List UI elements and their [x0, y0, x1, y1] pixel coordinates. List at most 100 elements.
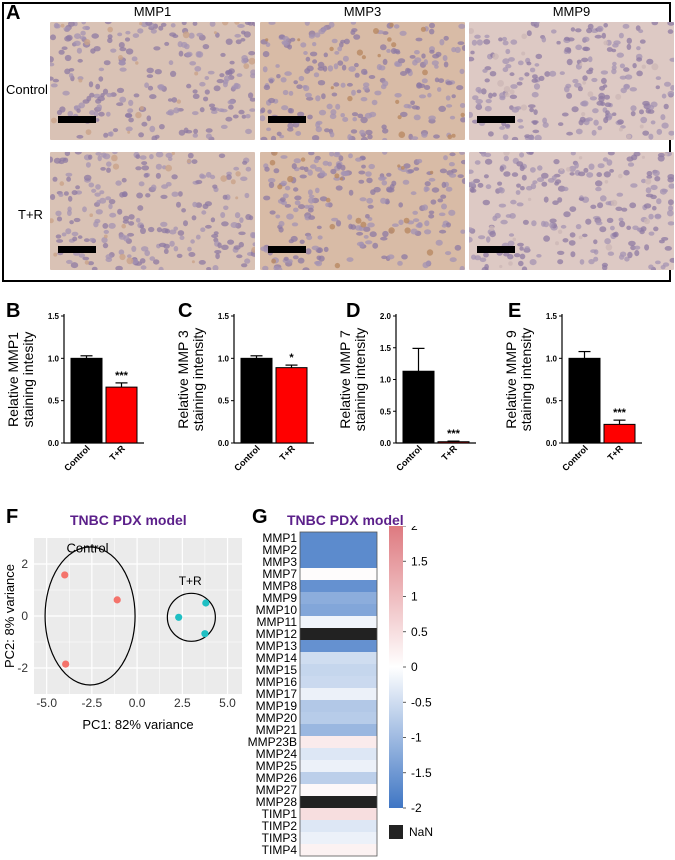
y-tick-label: 0.0 [48, 439, 60, 448]
cell-nucleus [55, 234, 62, 239]
stain-spot [347, 95, 353, 102]
cell-nucleus [553, 159, 560, 165]
cell-nucleus [82, 206, 87, 213]
cell-nucleus [293, 207, 299, 213]
cell-nucleus [127, 232, 135, 237]
cell-nucleus [353, 34, 361, 40]
stain-spot [555, 241, 559, 246]
cell-nucleus [400, 111, 408, 118]
cell-nucleus [330, 109, 337, 116]
cell-nucleus [103, 60, 111, 66]
cell-nucleus [382, 230, 389, 238]
cell-nucleus [122, 215, 130, 221]
cell-nucleus [220, 212, 226, 218]
row-label: TIMP4 [262, 843, 298, 857]
cell-nucleus [530, 167, 536, 173]
row-label: MMP23B [248, 735, 297, 749]
cell-nucleus [411, 136, 419, 140]
cell-nucleus [588, 163, 595, 170]
cell-nucleus [97, 96, 105, 102]
cell-nucleus [270, 135, 277, 140]
cell-nucleus [484, 158, 493, 165]
cell-nucleus [54, 23, 61, 29]
bar [568, 357, 601, 444]
category-label: T+R [278, 443, 298, 463]
cell-nucleus [144, 82, 149, 88]
cell-nucleus [293, 187, 299, 192]
cell-nucleus [510, 84, 518, 89]
cell-nucleus [543, 196, 549, 203]
cell-nucleus [351, 28, 358, 33]
row-label: MMP19 [256, 699, 298, 713]
cell-nucleus [273, 168, 280, 174]
cell-nucleus [224, 75, 231, 82]
cell-nucleus [472, 95, 479, 101]
stain-spot [355, 217, 362, 224]
cell-nucleus [368, 75, 376, 79]
cell-nucleus [307, 169, 313, 176]
stain-spot [235, 196, 239, 200]
cell-nucleus [515, 106, 522, 110]
cell-nucleus [201, 210, 207, 215]
cell-nucleus [622, 23, 630, 29]
cell-nucleus [568, 165, 576, 172]
cell-nucleus [321, 93, 326, 100]
cell-nucleus [579, 259, 585, 265]
cell-nucleus [358, 170, 366, 175]
cell-nucleus [361, 68, 368, 75]
cell-nucleus [588, 259, 595, 265]
cell-nucleus [521, 174, 527, 181]
cell-nucleus [532, 129, 540, 134]
cell-nucleus [280, 197, 286, 202]
cell-nucleus [306, 235, 313, 241]
cell-nucleus [102, 223, 109, 229]
cell-nucleus [127, 108, 134, 113]
cell-nucleus [128, 214, 135, 220]
cell-nucleus [617, 119, 624, 125]
heatmap-cell [300, 556, 377, 568]
cell-nucleus [352, 117, 357, 122]
category-label: T+R [440, 443, 460, 463]
data-point [62, 660, 70, 668]
cell-nucleus [636, 46, 641, 51]
cell-nucleus [278, 227, 284, 233]
cell-nucleus [425, 186, 430, 192]
cell-nucleus [570, 27, 576, 32]
cell-nucleus [62, 90, 70, 96]
colorbar-tick-label: -2 [411, 801, 422, 815]
cell-nucleus [365, 171, 372, 177]
cell-nucleus [469, 236, 473, 243]
cell-nucleus [245, 166, 252, 172]
cell-nucleus [557, 250, 565, 255]
cell-nucleus [541, 36, 547, 43]
cell-nucleus [612, 232, 618, 238]
cell-nucleus [519, 152, 525, 158]
cell-nucleus [366, 197, 374, 204]
scale-bar [268, 116, 306, 123]
cell-nucleus [581, 57, 589, 63]
stain-spot [509, 89, 515, 95]
cell-nucleus [635, 25, 641, 31]
cell-nucleus [192, 133, 198, 138]
cell-nucleus [485, 184, 492, 190]
cell-nucleus [282, 36, 290, 42]
cell-nucleus [100, 93, 105, 98]
cell-nucleus [604, 94, 610, 100]
cell-nucleus [269, 210, 276, 215]
cell-nucleus [230, 222, 239, 228]
cell-nucleus [249, 108, 255, 112]
cell-nucleus [110, 48, 117, 53]
cell-nucleus [50, 56, 54, 63]
cell-nucleus [489, 231, 496, 238]
cell-nucleus [145, 22, 153, 26]
cell-nucleus [484, 152, 492, 158]
cell-nucleus [81, 22, 86, 25]
stain-spot [194, 71, 199, 76]
cell-nucleus [469, 56, 475, 62]
stain-spot [582, 80, 587, 85]
cell-nucleus [304, 22, 310, 26]
cell-nucleus [526, 185, 533, 191]
cell-nucleus [295, 131, 302, 136]
cell-nucleus [581, 100, 589, 107]
cell-nucleus [652, 170, 660, 177]
